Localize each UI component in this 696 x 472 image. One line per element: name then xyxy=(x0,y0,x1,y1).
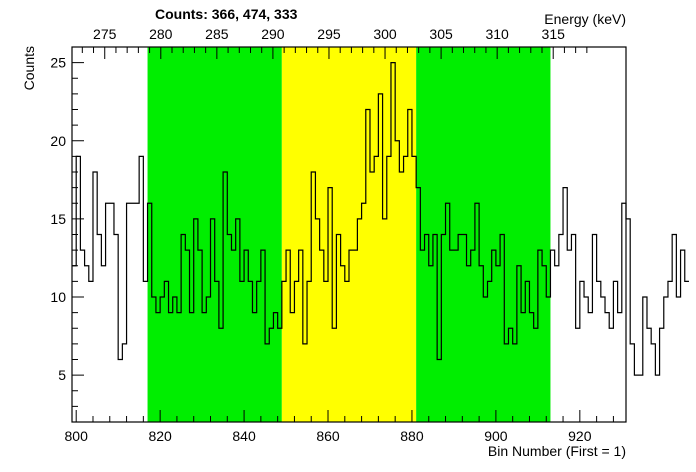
x-tick-label: 920 xyxy=(568,428,592,444)
y-tick-label: 20 xyxy=(50,133,66,149)
x-axis-label: Bin Number (First = 1) xyxy=(488,443,626,459)
region-band-1 xyxy=(281,47,417,422)
energy-tick-label: 305 xyxy=(429,26,453,42)
y-axis-ticks: 5 10 15 20 25 xyxy=(50,46,84,423)
y-axis-label: Counts xyxy=(21,46,37,90)
x-tick-label: 860 xyxy=(316,428,340,444)
energy-tick-label: 275 xyxy=(93,26,117,42)
x-tick-label: 820 xyxy=(148,428,172,444)
x-tick-label: 800 xyxy=(65,428,89,444)
energy-tick-label: 285 xyxy=(205,26,229,42)
energy-tick-label: 310 xyxy=(485,26,509,42)
x-tick-label: 840 xyxy=(232,428,256,444)
y-tick-label: 25 xyxy=(50,55,66,71)
x-tick-label: 900 xyxy=(484,428,508,444)
energy-tick-label: 290 xyxy=(261,26,285,42)
region-bands xyxy=(147,47,551,422)
y-tick-label: 15 xyxy=(50,211,66,227)
energy-axis-label: Energy (keV) xyxy=(544,11,626,27)
energy-tick-label: 295 xyxy=(317,26,341,42)
x-tick-label: 880 xyxy=(400,428,424,444)
x-axis-ticks: 800 820 840 860 880 900 920 xyxy=(65,410,614,444)
energy-tick-label: 315 xyxy=(542,26,566,42)
y-tick-label: 10 xyxy=(50,289,66,305)
energy-axis-ticks: 275 280 285 290 295 300 305 310 315 xyxy=(81,26,588,59)
energy-tick-label: 300 xyxy=(373,26,397,42)
energy-tick-label: 280 xyxy=(149,26,173,42)
y-tick-label: 5 xyxy=(58,367,66,383)
chart-title: Counts: 366, 474, 333 xyxy=(155,6,298,22)
histogram-line xyxy=(72,62,689,376)
